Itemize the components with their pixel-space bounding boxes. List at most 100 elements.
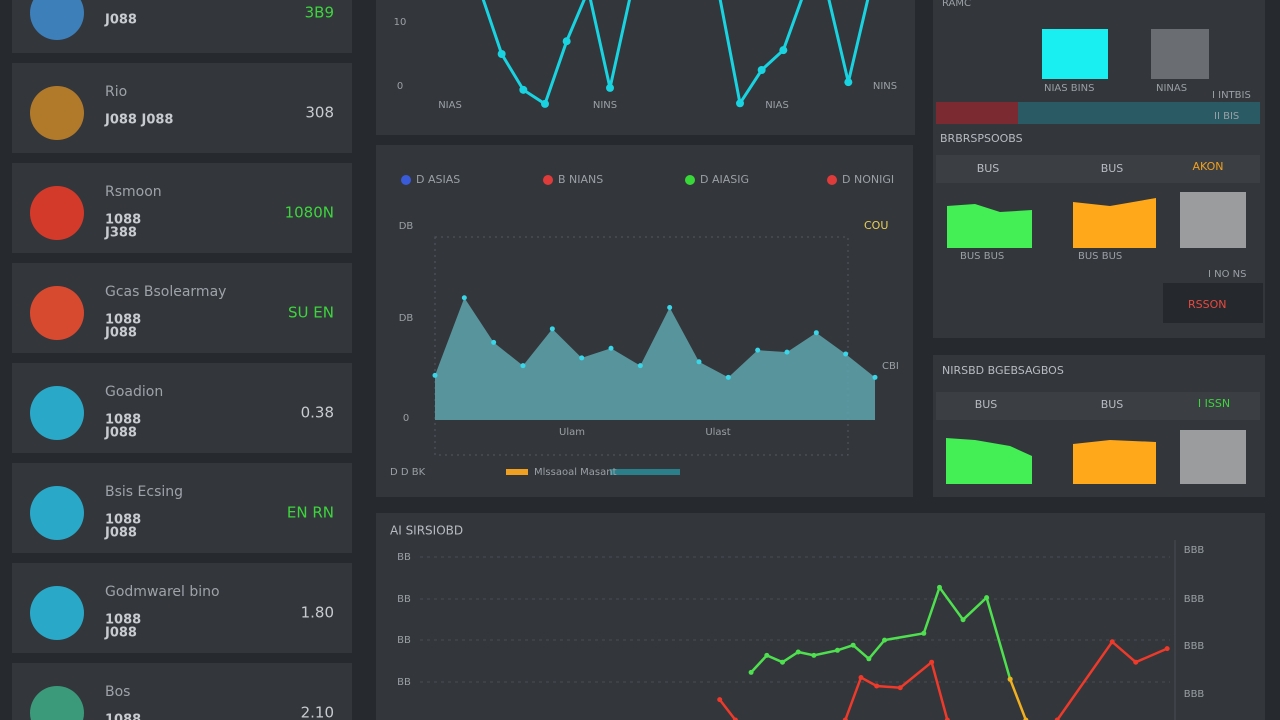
point	[1023, 717, 1029, 720]
legend-label: D NONIGI	[842, 173, 894, 186]
point	[579, 355, 585, 361]
col-header: BUS	[975, 398, 998, 411]
grid-box	[434, 236, 849, 456]
point	[717, 697, 723, 703]
point	[1164, 646, 1170, 652]
item-title: Godmwarel bino	[105, 584, 220, 600]
item-title: Rsmoon	[105, 184, 162, 200]
swatch-label: NIAS BINS	[1044, 83, 1094, 94]
item-sub: 1088	[105, 413, 141, 428]
legend-swatch	[827, 175, 837, 185]
footer-swatch	[610, 469, 680, 475]
point	[732, 717, 738, 720]
point	[461, 295, 467, 301]
y-tick-label: BB	[397, 677, 411, 688]
item-sub: J088	[104, 326, 137, 341]
section-header: BRBRSPSOOBS	[940, 132, 1023, 145]
point	[874, 683, 880, 689]
point	[779, 46, 788, 55]
item-sub: 1088	[105, 713, 141, 720]
icon	[30, 686, 84, 720]
y-tick-label: 0	[403, 413, 409, 424]
x-tick-label: NINS	[873, 81, 897, 92]
point	[757, 66, 766, 74]
item-value: 3B9	[305, 4, 334, 22]
point	[834, 647, 840, 653]
image	[1180, 430, 1246, 484]
point	[541, 99, 549, 108]
col-header: I ISSN	[1198, 397, 1230, 410]
point	[850, 642, 856, 648]
right-label: BBB	[1184, 689, 1205, 700]
item-value: 1.80	[301, 604, 334, 622]
point	[937, 584, 942, 590]
point	[921, 630, 927, 636]
item-sub: 1088	[105, 613, 141, 628]
point	[784, 349, 790, 355]
point	[755, 347, 761, 353]
point	[960, 617, 966, 623]
y-tick-label: 10	[394, 17, 407, 28]
item-sub: J088 J088	[104, 113, 173, 128]
item-title: Gcas Bsolearmay	[105, 284, 226, 300]
point	[608, 345, 614, 351]
footer-swatch	[506, 469, 528, 475]
swatch	[1042, 29, 1108, 79]
shape	[1073, 440, 1156, 484]
point	[813, 330, 819, 336]
bar	[936, 102, 1018, 124]
item-sub: 1088	[105, 313, 141, 328]
x-tick-label: NIAS	[765, 100, 789, 111]
y-tick-label: BB	[397, 594, 411, 605]
point	[748, 669, 754, 675]
header-row	[936, 155, 1260, 183]
y-tick-label: BB	[397, 552, 411, 563]
point	[637, 363, 643, 369]
legend-label: D ASIAS	[416, 173, 460, 186]
item-title: Bsis Ecsing	[105, 484, 183, 500]
item-value: 308	[305, 104, 334, 122]
icon	[30, 86, 84, 140]
right-label: BBB	[1184, 545, 1205, 556]
icon	[30, 486, 84, 540]
alert: RSSON	[1188, 298, 1227, 311]
point	[866, 656, 872, 662]
sub-label: BUS BUS	[1078, 251, 1122, 262]
note: I INTBIS	[1212, 90, 1251, 101]
line	[1056, 639, 1168, 720]
item-sub: 1088	[105, 213, 141, 228]
shape	[947, 204, 1032, 248]
icon	[30, 586, 84, 640]
col-header: BUS	[1101, 162, 1124, 175]
right-label: CBI	[882, 361, 899, 372]
right-label: BBB	[1184, 641, 1205, 652]
header-row	[936, 392, 1260, 420]
legend-swatch	[401, 175, 411, 185]
section-header: NIRSBD BGEBSAGBOS	[942, 364, 1064, 377]
point	[1133, 659, 1139, 665]
x-tick-label: Ulast	[705, 427, 730, 438]
item-value: 2.10	[301, 704, 334, 720]
icon	[30, 0, 84, 40]
item-sub: 1088	[105, 513, 141, 528]
icon	[30, 386, 84, 440]
point	[562, 37, 571, 46]
bar-label: II BIS	[1214, 111, 1239, 122]
swatch-label: NINAS	[1156, 83, 1187, 94]
col-header: BUS	[977, 162, 1000, 175]
y-tick-label: DB	[399, 313, 414, 324]
right-label: BBB	[1184, 594, 1205, 605]
line	[844, 660, 949, 720]
image	[1180, 192, 1246, 248]
point	[432, 372, 438, 378]
point	[842, 717, 848, 720]
item-value: SU EN	[288, 304, 334, 322]
point	[725, 374, 731, 380]
point	[811, 652, 817, 658]
legend-label: B NIANS	[558, 173, 603, 186]
shape	[1073, 198, 1156, 248]
legend-swatch	[685, 175, 695, 185]
point	[984, 595, 990, 601]
point	[844, 78, 853, 87]
top-chart	[481, 0, 870, 108]
